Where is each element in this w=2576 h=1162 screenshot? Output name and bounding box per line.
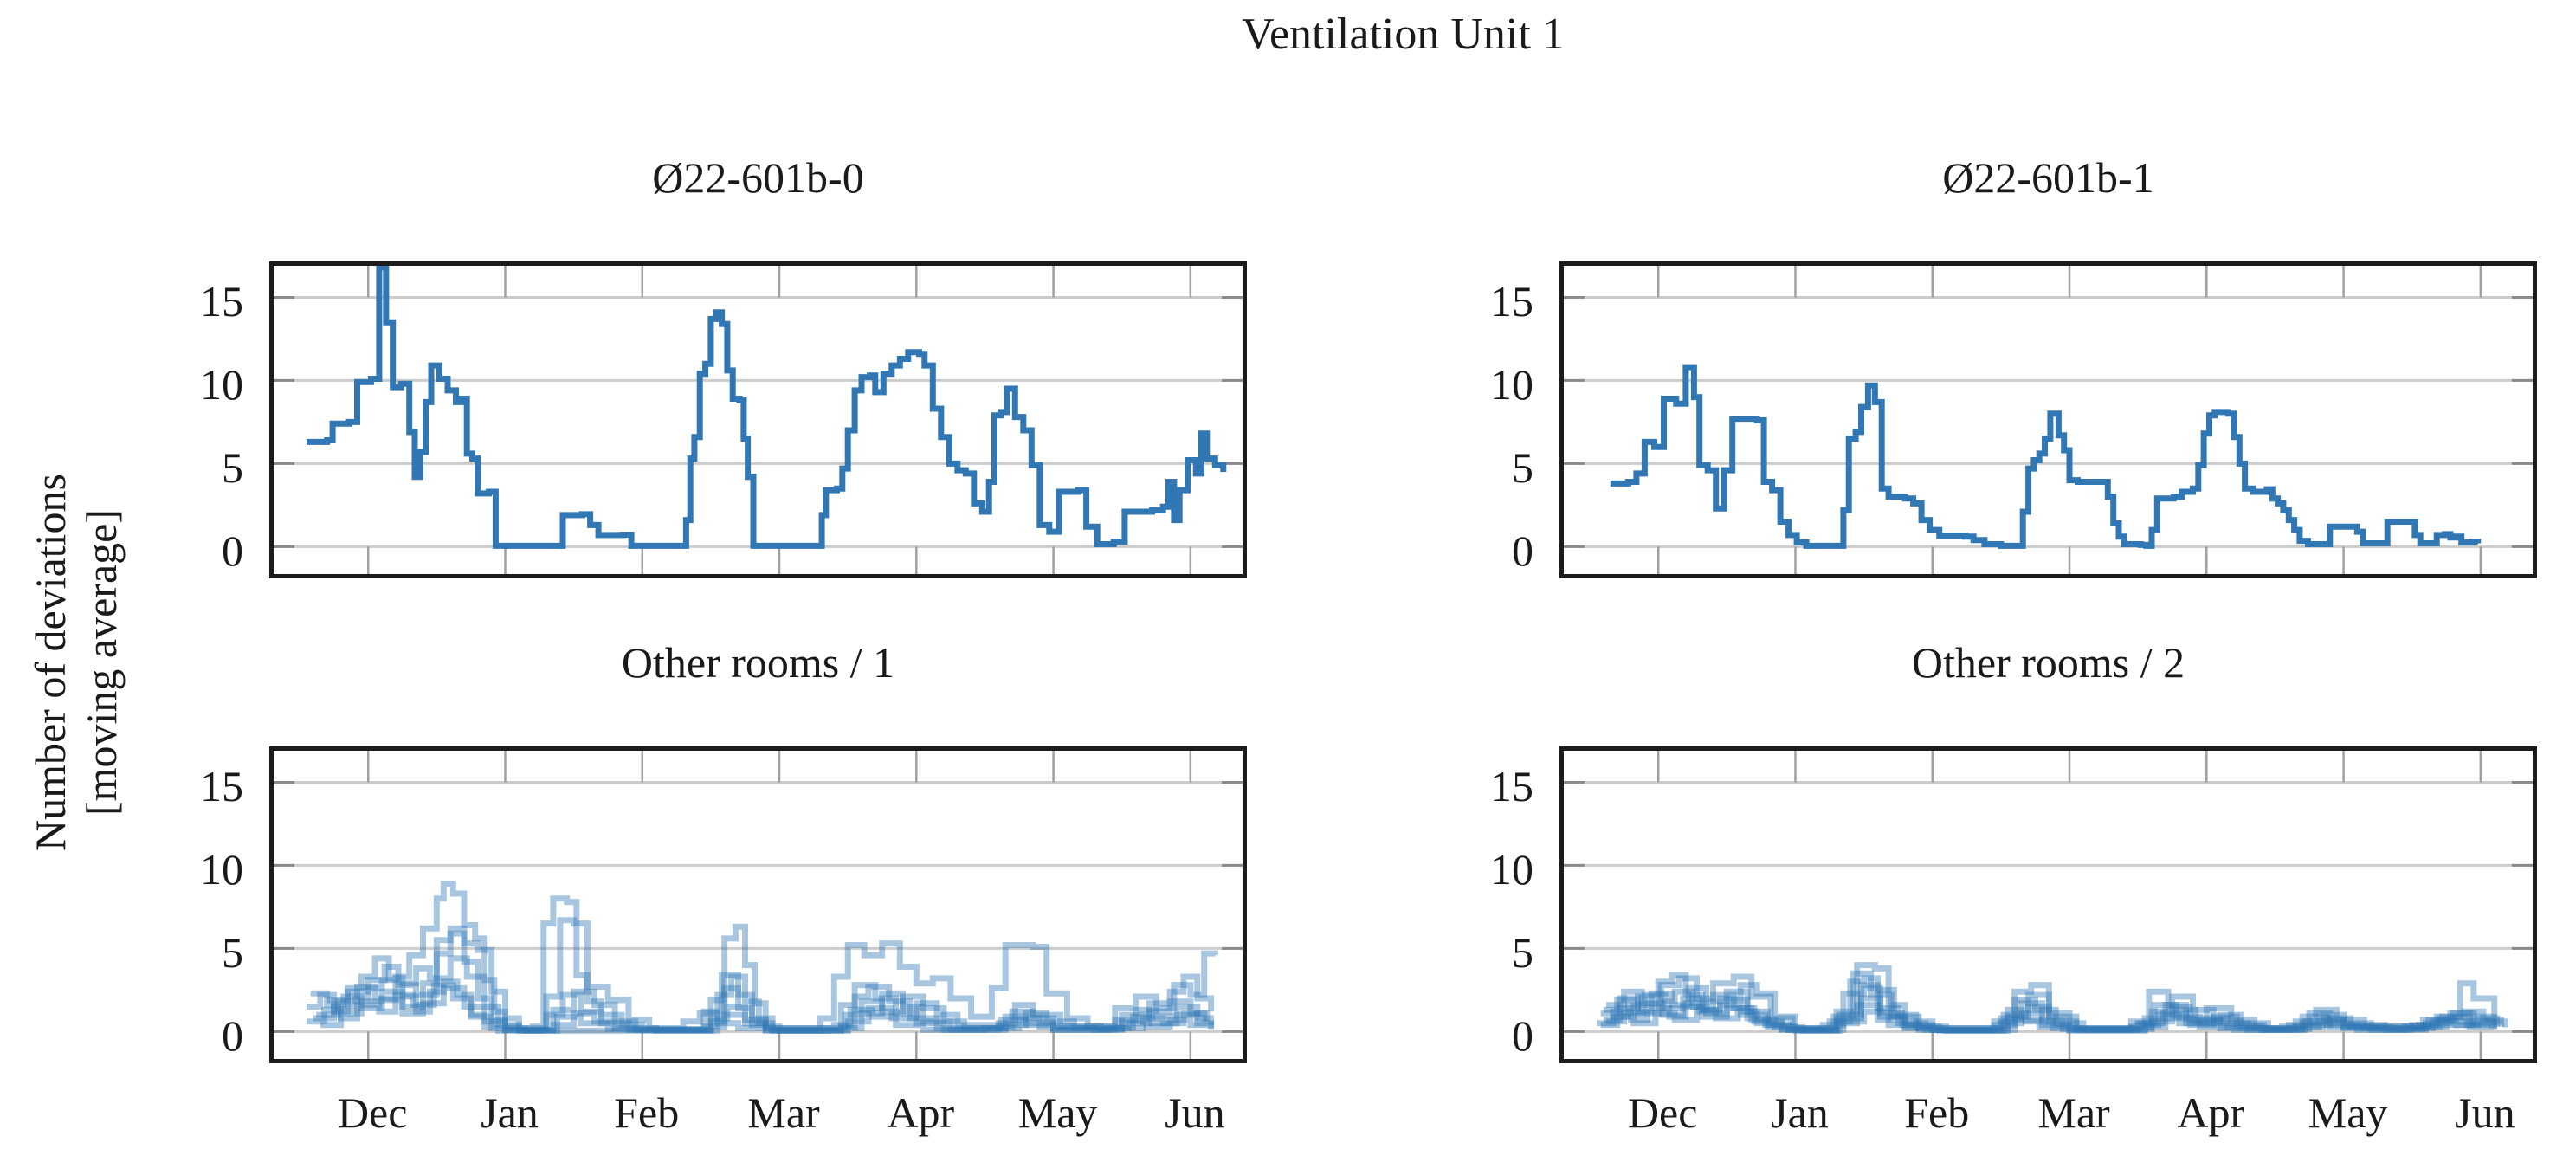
subplot-601b-0: 15 10 5 0	[200, 261, 1247, 578]
series-line-room-3	[320, 895, 1215, 1034]
subplot-other-rooms-1: 15 10 5 0 Dec Jan Feb Mar Apr May Jun	[200, 746, 1247, 1135]
y-tick-label-15: 15	[1490, 277, 1533, 326]
series-line-room-6	[316, 917, 1211, 1033]
x-tick-label-Apr: Apr	[887, 1088, 955, 1137]
subplot-601b-1: 15 10 5 0	[1490, 261, 2537, 578]
y-tick-label-10: 10	[1490, 845, 1533, 894]
y-axis-label: Number of deviations [moving average]	[25, 474, 127, 851]
x-tick-label-Mar: Mar	[747, 1088, 820, 1137]
x-tick-label-May: May	[2308, 1088, 2388, 1137]
x-tick-label-Jun: Jun	[2455, 1088, 2515, 1137]
series-line-room-4	[326, 930, 1218, 1033]
x-tick-label-Jan: Jan	[481, 1088, 539, 1137]
subplot-other-rooms-2: 15 10 5 0 Dec Jan Feb Mar Apr May Jun	[1490, 746, 2537, 1135]
x-tick-label-Dec: Dec	[1627, 1088, 1698, 1137]
series-line-room-1	[1600, 975, 2498, 1033]
y-tick-label-15: 15	[1490, 762, 1533, 811]
subplot-title-other-rooms-2: Other rooms / 2	[1911, 638, 2185, 687]
y-tick-label-0: 0	[222, 1011, 243, 1061]
x-tick-label-Mar: Mar	[2037, 1088, 2110, 1137]
y-tick-label-0: 0	[1512, 1011, 1533, 1061]
y-tick-label-0: 0	[1512, 526, 1533, 576]
y-tick-label-5: 5	[222, 928, 243, 978]
x-tick-label-Dec: Dec	[337, 1088, 408, 1137]
subplot-title-601b-1: Ø22-601b-1	[1942, 153, 2154, 202]
series-line-room-5	[310, 984, 1215, 1034]
y-tick-label-15: 15	[200, 277, 243, 326]
y-tick-label-10: 10	[200, 360, 243, 410]
series-line-Ø22-601b-1	[1610, 364, 2482, 549]
y-tick-label-5: 5	[222, 443, 243, 493]
x-tick-label-Apr: Apr	[2177, 1088, 2245, 1137]
series-line-Ø22-601b-0	[307, 266, 1227, 549]
y-tick-label-5: 5	[1512, 443, 1533, 493]
subplot-title-other-rooms-1: Other rooms / 1	[621, 638, 895, 687]
chart-canvas	[1564, 751, 2533, 1059]
y-tick-label-15: 15	[200, 762, 243, 811]
series-line-room-2	[313, 881, 1208, 1034]
chart-canvas	[274, 751, 1243, 1059]
y-axis-label-line2: [moving average]	[77, 508, 126, 817]
series-line-room-7	[307, 982, 1215, 1034]
series-line-room-7	[1600, 1006, 2498, 1034]
figure-title: Ventilation Unit 1	[1242, 10, 1565, 59]
series-line-room-5	[1603, 984, 2498, 1033]
series-line-room-1	[307, 955, 1215, 1034]
series-line-room-6	[1610, 991, 2508, 1034]
series-line-room-4	[1597, 997, 2501, 1034]
series-line-room-3	[1606, 970, 2495, 1033]
x-tick-label-Jun: Jun	[1165, 1088, 1225, 1137]
series-line-room-8	[1606, 982, 2498, 1034]
x-tick-label-Feb: Feb	[1904, 1088, 1970, 1137]
chart-canvas	[1564, 266, 2533, 574]
chart-canvas	[274, 266, 1243, 574]
subplot-title-601b-0: Ø22-601b-0	[652, 153, 864, 202]
y-tick-label-10: 10	[200, 845, 243, 894]
x-tick-label-Jan: Jan	[1771, 1088, 1829, 1137]
series-line-room-2	[1603, 962, 2505, 1033]
y-tick-label-5: 5	[1512, 928, 1533, 978]
y-axis-label-line1: Number of deviations	[26, 473, 74, 852]
x-tick-label-May: May	[1017, 1088, 1098, 1137]
x-tick-label-Feb: Feb	[614, 1088, 680, 1137]
y-tick-label-0: 0	[222, 526, 243, 576]
y-tick-label-10: 10	[1490, 360, 1533, 410]
